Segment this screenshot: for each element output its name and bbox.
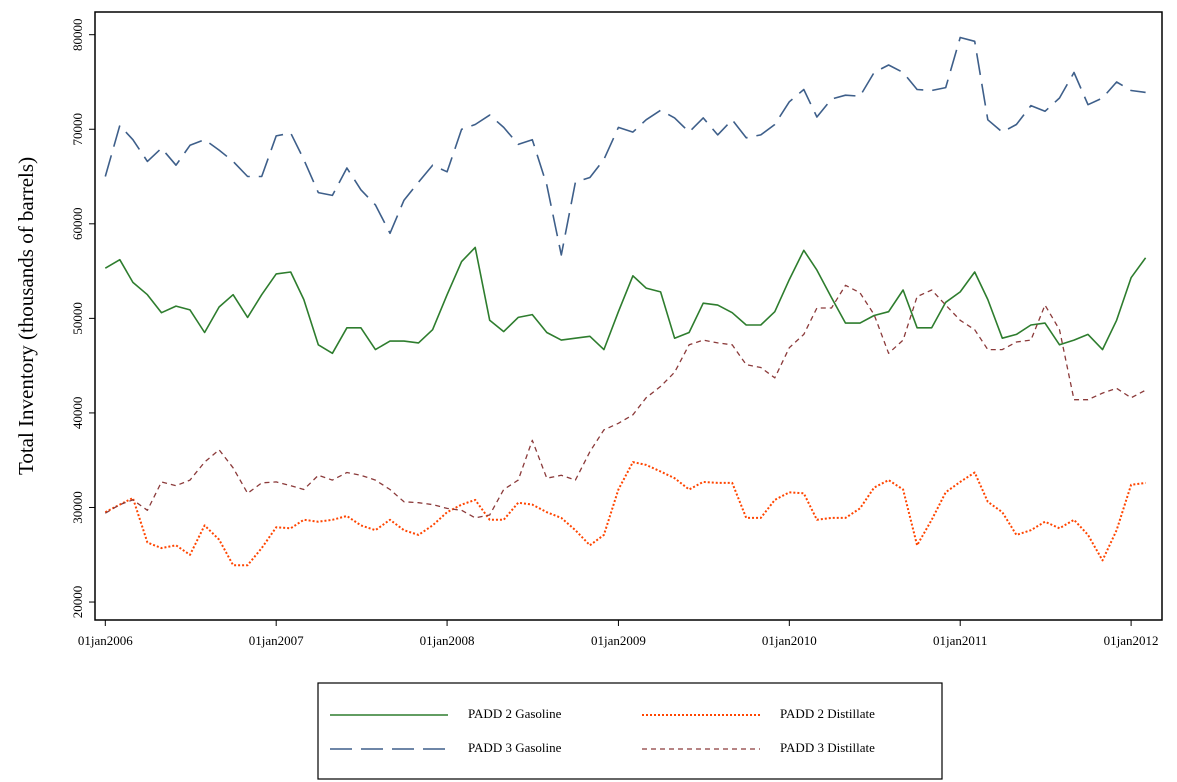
- plot-frame: [94, 11, 1163, 621]
- legend-box: [317, 682, 943, 780]
- legend-label: PADD 3 Gasoline: [468, 740, 562, 755]
- legend-label: PADD 3 Distillate: [780, 740, 875, 755]
- y-axis-title: Total Inventory (thousands of barrels): [14, 157, 38, 475]
- y-tick-label: 20000: [70, 586, 85, 619]
- y-tick-label: 80000: [70, 18, 85, 51]
- legend-label: PADD 2 Gasoline: [468, 706, 562, 721]
- series-line: [104, 461, 1146, 567]
- x-tick-label: 01jan2010: [762, 633, 817, 648]
- x-tick-label: 01jan2006: [78, 633, 133, 648]
- y-tick-label: 60000: [70, 208, 85, 241]
- x-tick-label: 01jan2009: [591, 633, 646, 648]
- y-tick-label: 70000: [70, 113, 85, 146]
- y-tick-label: 50000: [70, 302, 85, 335]
- x-tick-label: 01jan2011: [933, 633, 987, 648]
- x-tick-label: 01jan2012: [1104, 633, 1159, 648]
- series-line: [104, 246, 1147, 355]
- series-line: [104, 284, 1146, 519]
- x-tick-label: 01jan2007: [249, 633, 304, 648]
- x-tick-label: 01jan2008: [420, 633, 475, 648]
- y-tick-label: 40000: [70, 397, 85, 430]
- y-tick-label: 30000: [70, 491, 85, 523]
- series-line: [104, 36, 1146, 256]
- legend-label: PADD 2 Distillate: [780, 706, 875, 721]
